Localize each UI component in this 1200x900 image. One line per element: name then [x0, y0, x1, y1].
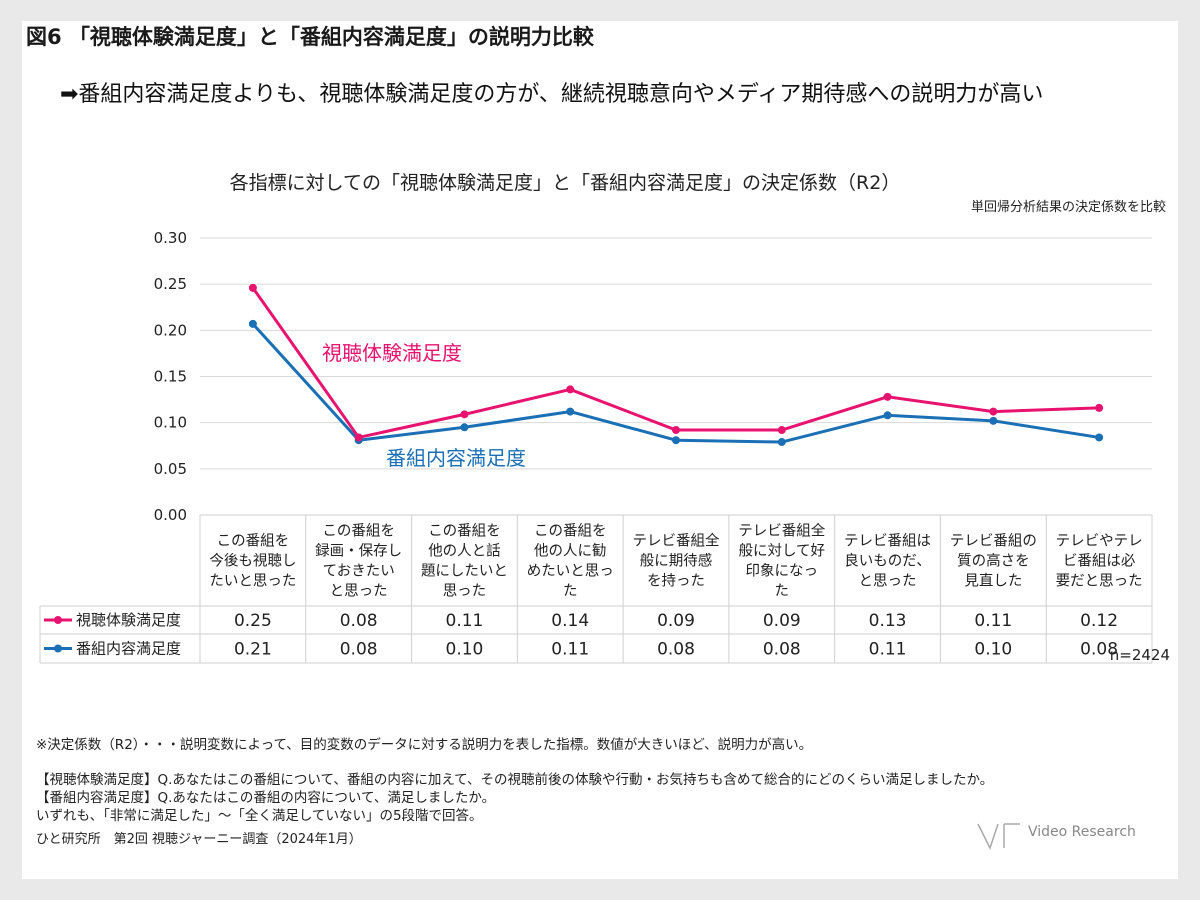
- headline: ➡番組内容満足度よりも、視聴体験満足度の方が、継続視聴意向やメディア期待感への説…: [60, 82, 1044, 107]
- question-note-content: 【番組内容満足度】Q.あなたはこの番組の内容について、満足しましたか。: [36, 790, 496, 806]
- y-tick-label: 0.10: [154, 414, 187, 432]
- series-label-experience: 視聴体験満足度: [322, 341, 462, 365]
- category-label: と思った: [330, 583, 388, 600]
- category-label: 質の高さを: [957, 552, 1030, 570]
- y-tick-label: 0.30: [154, 229, 187, 247]
- data-point: [1095, 433, 1104, 442]
- source-note: ひと研究所 第2回 視聴ジャーニー調査（2024年1月）: [36, 832, 362, 847]
- legend-marker: [54, 644, 62, 653]
- data-point: [989, 407, 998, 416]
- scale-note: いずれも、「非常に満足した」～「全く満足していない」の5段階で回答。: [36, 808, 483, 824]
- data-value-label: 0.08: [1080, 640, 1118, 660]
- data-point: [460, 410, 469, 419]
- data-value-label: 0.08: [763, 640, 801, 660]
- category-label: テレビ番組は: [844, 533, 931, 550]
- legend-label: 視聴体験満足度: [76, 611, 181, 629]
- data-point: [883, 411, 892, 420]
- data-value-label: 0.14: [551, 611, 589, 631]
- data-value-label: 0.08: [340, 640, 378, 660]
- y-tick-label: 0.15: [154, 368, 187, 386]
- definition-note: ※決定係数（R2）・・・説明変数によって、目的変数のデータに対する説明力を表した…: [36, 737, 813, 753]
- data-point: [354, 433, 363, 442]
- y-tick-label: 0.25: [154, 275, 187, 293]
- y-tick-label: 0.20: [154, 321, 187, 339]
- category-label: と思った: [859, 573, 917, 590]
- data-point: [883, 392, 892, 401]
- series-label-content: 番組内容満足度: [386, 446, 526, 470]
- category-label: たいと思った: [209, 573, 296, 590]
- question-note-experience: 【視聴体験満足度】Q.あなたはこの番組について、番組の内容に加えて、その視聴前後…: [36, 772, 994, 788]
- data-value-label: 0.13: [869, 611, 907, 631]
- data-point: [566, 407, 575, 416]
- chart-note: 単回帰分析結果の決定係数を比較: [970, 200, 1166, 215]
- slide: [22, 21, 1178, 879]
- chart-title: 各指標に対しての「視聴体験満足度」と「番組内容満足度」の決定係数（R2）: [229, 172, 901, 194]
- category-label: た: [775, 583, 790, 600]
- category-label: ておきたい: [323, 563, 395, 580]
- category-label: テレビ番組全: [738, 522, 825, 540]
- category-label: この番組を: [428, 523, 501, 540]
- category-label: 要だと思った: [1056, 573, 1143, 590]
- data-point: [566, 385, 575, 394]
- data-point: [248, 283, 257, 292]
- category-label: めたいと思っ: [527, 563, 614, 580]
- category-label: この番組を: [322, 523, 395, 540]
- data-value-label: 0.08: [340, 611, 378, 631]
- video-research-logo-icon: [977, 823, 1020, 850]
- data-value-label: 0.09: [657, 611, 695, 631]
- data-point: [460, 423, 469, 432]
- legend-marker: [54, 616, 62, 624]
- category-label: テレビ番組全: [633, 532, 720, 550]
- category-label: 般に期待感: [640, 553, 713, 570]
- data-point: [248, 319, 257, 328]
- y-tick-label: 0.05: [154, 460, 187, 478]
- category-label: 今後も視聴し: [209, 553, 296, 570]
- legend-label: 番組内容満足度: [76, 640, 181, 658]
- data-value-label: 0.11: [446, 611, 484, 631]
- category-label: ビ番組は必: [1063, 553, 1136, 570]
- data-value-label: 0.11: [551, 640, 589, 660]
- data-point: [672, 436, 680, 445]
- category-label: 般に対して好: [738, 543, 825, 560]
- category-label: た: [563, 583, 578, 600]
- category-label: この番組を: [217, 533, 290, 550]
- data-value-label: 0.10: [974, 640, 1012, 660]
- data-value-label: 0.21: [234, 640, 272, 660]
- data-point: [672, 426, 680, 435]
- data-value-label: 0.11: [974, 611, 1012, 631]
- data-point: [777, 438, 786, 447]
- category-label: 他の人と話: [428, 543, 501, 560]
- data-point: [989, 416, 998, 425]
- category-label: テレビ番組の: [950, 533, 1037, 550]
- data-value-label: 0.10: [446, 640, 484, 660]
- data-value-label: 0.09: [763, 611, 801, 631]
- sample-size-note: n=2424: [1109, 646, 1170, 664]
- category-label: テレビやテレ: [1056, 533, 1143, 550]
- category-label: この番組を: [534, 523, 607, 540]
- category-label: 印象になっ: [746, 563, 819, 580]
- data-value-label: 0.08: [657, 640, 695, 660]
- data-point: [777, 426, 786, 435]
- category-label: 他の人に勧: [534, 543, 607, 560]
- data-value-label: 0.11: [869, 640, 907, 660]
- logo-text: Video Research: [1028, 824, 1136, 840]
- data-value-label: 0.12: [1080, 611, 1118, 631]
- category-label: を持った: [647, 573, 705, 590]
- category-label: 題にしたいと: [421, 563, 508, 580]
- y-tick-label: 0.00: [154, 506, 187, 524]
- category-label: 思った: [443, 583, 487, 600]
- data-value-label: 0.25: [234, 611, 272, 631]
- category-label: 録画・保存し: [315, 543, 402, 560]
- data-point: [1095, 403, 1104, 412]
- category-label: 良いものだ、: [844, 553, 931, 570]
- category-label: 見直した: [964, 573, 1022, 590]
- figure-title: 図6 「視聴体験満足度」と「番組内容満足度」の説明力比較: [26, 25, 594, 49]
